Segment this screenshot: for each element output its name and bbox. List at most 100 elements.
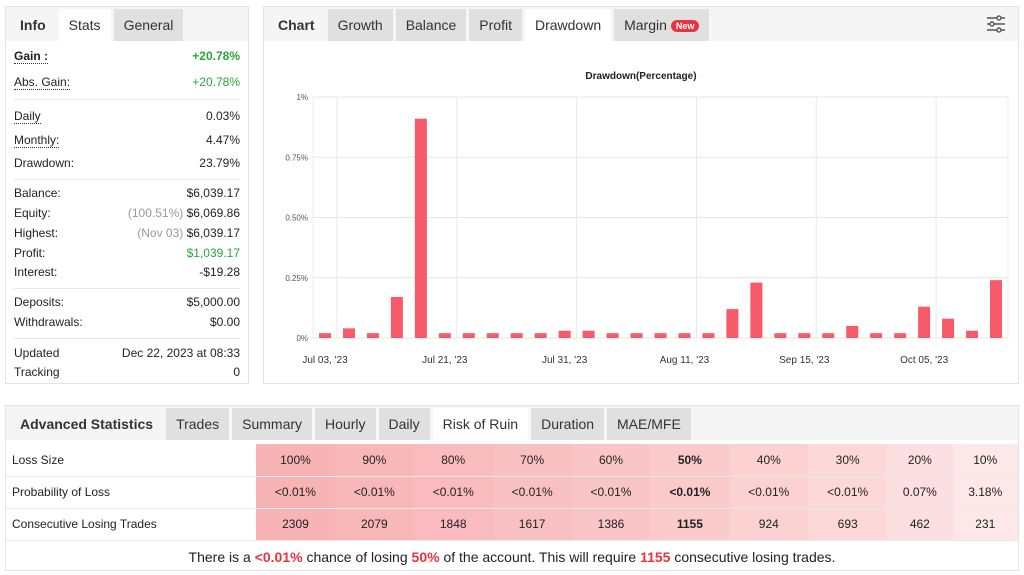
table-cell: 693 — [808, 508, 888, 541]
x-tick-label: Aug 11, '23 — [660, 355, 710, 366]
tab-info[interactable]: Info — [20, 17, 46, 33]
drawdown-bar — [462, 333, 475, 338]
tab-growth[interactable]: Growth — [327, 9, 393, 41]
stat-value: 4.47% — [205, 133, 240, 147]
table-cell: 231 — [952, 508, 1018, 541]
tab-general[interactable]: General — [113, 9, 184, 41]
stat-value: +20.78% — [192, 75, 240, 89]
drawdown-bar — [798, 333, 811, 338]
table-row: Loss Size 100% 90% 80% 70% 60% 50% 40% 30% 20% 10% — [6, 444, 1018, 477]
table-cell: 2079 — [334, 508, 414, 541]
table-row: Consecutive Losing Trades 2309 2079 1848 161… — [6, 508, 1018, 541]
drawdown-bar — [750, 282, 763, 338]
tab-hourly[interactable]: Hourly — [315, 408, 376, 440]
y-tick-label: 0.75% — [285, 153, 308, 162]
chart-tabs: Chart Growth Balance Profit Drawdown Mar… — [264, 7, 1018, 41]
table-cell: 0.07% — [887, 476, 953, 509]
table-cell: <0.01% — [492, 476, 572, 509]
table-cell: 30% — [808, 444, 888, 477]
drawdown-bar — [510, 333, 523, 338]
summary-text: There is a — [188, 549, 255, 565]
drawdown-bar — [942, 318, 955, 338]
tab-mae-mfe[interactable]: MAE/MFE — [607, 408, 691, 440]
sliders-icon[interactable] — [986, 15, 1006, 36]
chart-title: Drawdown(Percentage) — [585, 71, 696, 82]
risk-of-ruin-table: Loss Size 100% 90% 80% 70% 60% 50% 40% 30% 20% 10%… — [6, 444, 1018, 541]
stat-label[interactable]: Monthly: — [14, 133, 60, 148]
tab-risk-of-ruin[interactable]: Risk of Ruin — [432, 408, 529, 440]
drawdown-bar — [366, 333, 379, 338]
table-cell: <0.01% — [571, 476, 651, 509]
stat-label[interactable]: Daily — [14, 109, 41, 124]
stat-value: $6,039.17 — [186, 186, 240, 200]
stat-row-equity: Equity: (100.51%) $6,069.86 — [14, 206, 240, 220]
stat-note: (Nov 03) — [137, 226, 184, 240]
drawdown-bar — [558, 330, 571, 338]
tab-balance[interactable]: Balance — [395, 9, 467, 41]
tab-daily[interactable]: Daily — [378, 408, 430, 440]
y-tick-label: 0.50% — [285, 214, 308, 223]
stat-row-updated: Updated Dec 22, 2023 at 08:33 — [14, 346, 240, 360]
tab-chart[interactable]: Chart — [278, 17, 315, 33]
stat-note: (100.51%) — [127, 206, 184, 220]
stat-label: Updated — [14, 346, 60, 360]
drawdown-bar — [966, 330, 979, 338]
stat-label[interactable]: Abs. Gain: — [14, 75, 71, 90]
y-tick-label: 0.25% — [285, 274, 308, 283]
stat-value: $1,039.17 — [186, 246, 240, 260]
stat-row-gain: Gain : +20.78% — [14, 49, 240, 64]
summary-text: of the account. This will require — [439, 549, 641, 565]
table-cell: 50% — [650, 444, 730, 477]
table-cell: <0.01% — [808, 476, 888, 509]
drawdown-bar — [894, 333, 907, 338]
advanced-tabs: Advanced Statistics Trades Summary Hourly Da… — [6, 406, 1018, 440]
tab-profit[interactable]: Profit — [469, 9, 522, 41]
table-cell: 20% — [887, 444, 953, 477]
x-tick-label: Sep 15, '23 — [779, 355, 830, 366]
stat-value: Dec 22, 2023 at 08:33 — [121, 346, 240, 360]
table-cell: <0.01% — [334, 476, 414, 509]
stat-row-drawdown: Drawdown: 23.79% — [14, 156, 240, 170]
table-row: Probability of Loss <0.01% <0.01% <0.01% <0.… — [6, 476, 1018, 509]
drawdown-bar — [702, 333, 715, 338]
table-cell: 100% — [256, 444, 335, 477]
tab-stats[interactable]: Stats — [58, 9, 111, 41]
stat-row-interest: Interest: -$19.28 — [14, 265, 240, 279]
tab-advanced-statistics[interactable]: Advanced Statistics — [20, 416, 154, 432]
y-tick-label: 0% — [296, 334, 308, 343]
tab-summary[interactable]: Summary — [232, 408, 313, 440]
stat-row-profit: Profit: $1,039.17 — [14, 246, 240, 260]
x-tick-label: Jul 31, '23 — [542, 355, 588, 366]
divider — [14, 179, 240, 180]
table-cell: 90% — [334, 444, 414, 477]
summary-probability: <0.01% — [254, 549, 303, 565]
stat-label: Interest: — [14, 265, 58, 279]
drawdown-bar — [870, 333, 883, 338]
stat-value: $6,039.17 — [186, 226, 240, 240]
y-tick-label: 1% — [296, 93, 308, 102]
stat-label: Profit: — [14, 246, 46, 260]
drawdown-bar — [486, 333, 499, 338]
drawdown-bar — [414, 118, 427, 338]
stat-value: 0 — [233, 365, 240, 379]
stats-panel: Info Stats General Gain : +20.78% Abs. G… — [5, 6, 249, 384]
row-label: Probability of Loss — [6, 476, 256, 509]
table-cell: 1155 — [650, 508, 730, 541]
stat-label[interactable]: Gain : — [14, 49, 49, 64]
stat-row-abs-gain: Abs. Gain: +20.78% — [14, 75, 240, 90]
stat-label: Tracking — [14, 365, 60, 379]
tab-trades[interactable]: Trades — [166, 408, 230, 440]
stat-row-daily: Daily 0.03% — [14, 109, 240, 124]
drawdown-bar — [726, 309, 739, 338]
drawdown-chart: Drawdown(Percentage) 0% 0.25% 0.50% 0.75% 1% J… — [285, 71, 1009, 366]
table-cell: <0.01% — [729, 476, 809, 509]
stat-value: $5,000.00 — [186, 295, 240, 309]
table-cell: <0.01% — [413, 476, 493, 509]
drawdown-bar — [822, 333, 835, 338]
stat-row-withdrawals: Withdrawals: $0.00 — [14, 315, 240, 329]
stat-row-deposits: Deposits: $5,000.00 — [14, 295, 240, 309]
table-cell: 1617 — [492, 508, 572, 541]
tab-margin[interactable]: Margin New — [614, 9, 710, 41]
tab-duration[interactable]: Duration — [531, 408, 605, 440]
tab-drawdown[interactable]: Drawdown — [524, 9, 612, 41]
